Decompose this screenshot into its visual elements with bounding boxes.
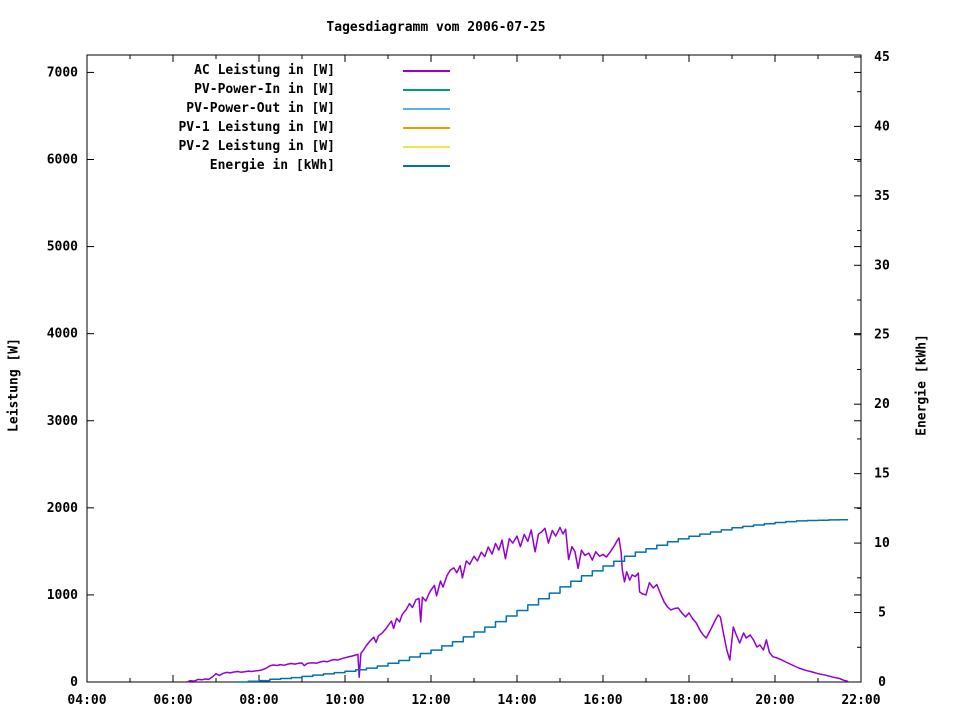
x-tick-label: 08:00 bbox=[239, 693, 278, 708]
x-tick-label: 12:00 bbox=[411, 693, 450, 708]
x-tick-label: 04:00 bbox=[67, 693, 106, 708]
y-left-tick-label: 0 bbox=[70, 675, 78, 690]
y-left-tick-label: 4000 bbox=[47, 327, 78, 342]
y-right-tick-label: 10 bbox=[874, 536, 890, 551]
y-right-tick-label: 5 bbox=[878, 606, 886, 621]
y-right-tick-label: 30 bbox=[874, 258, 890, 273]
x-tick-label: 06:00 bbox=[153, 693, 192, 708]
y-right-tick-label: 0 bbox=[878, 675, 886, 690]
y-right-tick-label: 20 bbox=[874, 397, 890, 412]
plot-frame bbox=[86, 54, 862, 683]
y-left-tick-label: 5000 bbox=[47, 240, 78, 255]
y-left-tick-label: 3000 bbox=[47, 414, 78, 429]
x-tick-label: 16:00 bbox=[583, 693, 622, 708]
x-tick-label: 20:00 bbox=[755, 693, 794, 708]
y-left-tick-label: 2000 bbox=[47, 501, 78, 516]
x-tick-label: 22:00 bbox=[841, 693, 880, 708]
y-right-tick-label: 40 bbox=[874, 119, 890, 134]
y-right-tick-label: 25 bbox=[874, 328, 890, 343]
y-left-tick-label: 6000 bbox=[47, 153, 78, 168]
y-right-tick-label: 45 bbox=[874, 50, 890, 65]
x-tick-label: 10:00 bbox=[325, 693, 364, 708]
chart-title: Tagesdiagramm vom 2006-07-25 bbox=[326, 20, 546, 35]
x-tick-label: 18:00 bbox=[669, 693, 708, 708]
y-right-tick-label: 35 bbox=[874, 189, 890, 204]
series-curve-energie-in-kwh bbox=[237, 519, 849, 683]
x-tick-label: 14:00 bbox=[497, 693, 536, 708]
y-right-tick-label: 15 bbox=[874, 467, 890, 482]
y-left-tick-label: 1000 bbox=[47, 588, 78, 603]
y-left-tick-label: 7000 bbox=[47, 65, 78, 80]
series-curve-ac-leistung-in-w bbox=[186, 526, 849, 683]
